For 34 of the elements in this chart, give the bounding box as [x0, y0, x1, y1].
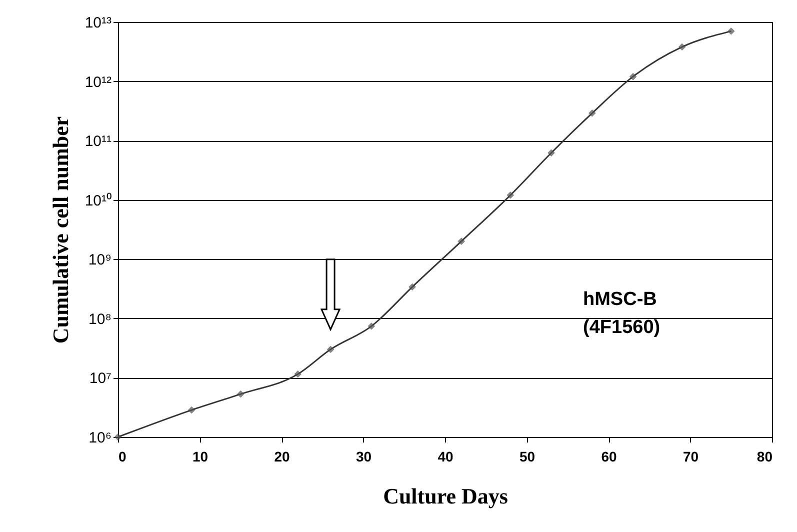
- point: [237, 390, 244, 398]
- y-tick-label: 10¹¹: [84, 133, 112, 150]
- x-tick-label: 0: [118, 448, 126, 464]
- annotation: hMSC-B (4F1560): [583, 289, 660, 338]
- y-tick-label: 10¹³: [84, 14, 112, 32]
- point: [326, 346, 334, 354]
- point: [368, 322, 376, 330]
- y-tick-label: 10⁶: [88, 430, 112, 446]
- point: [294, 370, 302, 378]
- x-tick-label: 50: [519, 448, 536, 464]
- point: [629, 72, 637, 80]
- y-tick-label: 10¹²: [84, 74, 112, 91]
- point: [678, 43, 686, 51]
- point: [408, 283, 416, 291]
- point: [458, 238, 465, 245]
- x-tick-label: 10: [192, 448, 208, 464]
- y-axis-title: Cumulative cell number: [48, 116, 73, 344]
- y-tick-label: 10⁷: [89, 370, 112, 388]
- y-tick-label: 10⁸: [88, 310, 112, 328]
- point: [548, 149, 555, 156]
- x-tick-label: 60: [601, 448, 617, 464]
- x-tick-label: 30: [356, 448, 372, 464]
- point: [588, 110, 596, 117]
- x-axis-title: Culture Days: [383, 484, 508, 508]
- x-tick-label: 20: [274, 448, 290, 464]
- point: [506, 192, 514, 199]
- point: [728, 28, 735, 35]
- point: [188, 406, 196, 414]
- x-tick-label: 40: [438, 448, 454, 464]
- x-tick-label: 70: [682, 448, 699, 464]
- point: [114, 433, 122, 441]
- y-tick-label: 10⁹: [88, 252, 112, 269]
- y-tick-label: 10¹⁰: [84, 192, 112, 210]
- x-tick-label: 80: [756, 448, 773, 464]
